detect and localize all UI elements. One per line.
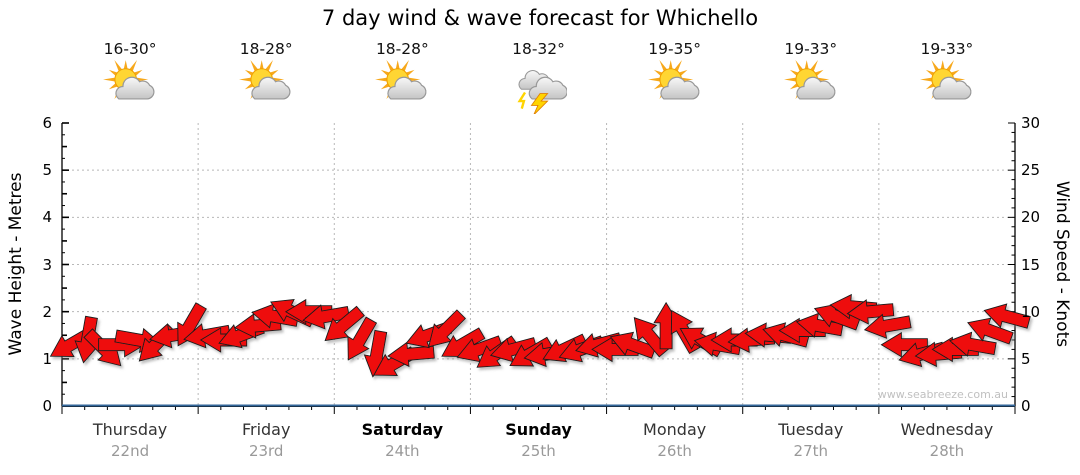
weather-icon-box [102,58,158,114]
wind-arrow [302,304,351,330]
weather-icon-box [783,58,839,114]
left-tick-label: 5 [42,161,52,180]
left-tick-label: 6 [42,114,52,132]
day-name-label: Sunday [505,420,572,439]
partly-cloudy-icon [783,59,836,100]
day-name-label: Saturday [361,420,444,439]
day-date-label: 23rd [248,442,284,460]
partly-cloudy-icon [239,59,291,100]
left-tick-label: 1 [42,349,52,368]
wind-arrow [489,337,538,363]
wind-arrow [428,309,467,348]
wind-arrow [347,316,378,361]
wind-arrow [846,299,895,325]
temp-range-label: 19-35° [648,40,702,58]
day-date-label: 24th [385,442,420,460]
day-name-label: Wednesday [900,420,994,439]
day-name-label: Thursday [92,420,168,439]
day-date-label: 25th [521,442,556,460]
wind-arrow-series [49,293,1031,378]
day-date-label: 22nd [111,442,150,460]
day-name-label: Tuesday [778,420,844,439]
wind-arrow [948,331,997,357]
partly-cloudy-icon [919,59,972,100]
right-tick-label: 0 [1021,397,1031,415]
left-tick-label: 3 [42,255,52,274]
chart-title: 7 day wind & wave forecast for Whichello [321,6,759,30]
left-tick-label: 0 [42,397,52,415]
right-tick-label: 25 [1021,161,1041,180]
right-tick-label: 5 [1021,349,1031,368]
right-tick-label: 10 [1021,302,1041,321]
right-tick-label: 30 [1021,114,1041,132]
temp-range-label: 18-28° [375,40,429,58]
day-name-label: Monday [643,420,707,439]
wind-arrow [983,303,1031,329]
temp-range-label: 18-28° [239,40,293,58]
temp-range-label: 16-30° [103,40,157,58]
weather-icon-box [238,58,294,114]
watermark-link[interactable]: www.seabreeze.com.au [877,388,1008,401]
day-date-label: 27th [793,442,829,460]
temp-range-label: 18-32° [512,40,565,58]
right-tick-label: 15 [1021,255,1041,274]
temp-range-label: 19-33° [920,40,974,58]
left-tick-label: 2 [42,302,52,321]
weather-icon-box [647,58,703,114]
right-tick-label: 20 [1021,208,1041,227]
wind-arrow [324,305,365,342]
day-name-label: Friday [241,420,291,439]
wind-arrow [456,335,504,363]
weather-icon-box [919,58,975,114]
wind-arrow [863,313,912,339]
weather-icon-box [374,58,430,114]
temp-range-label: 19-33° [784,40,838,58]
partly-cloudy-icon [375,59,427,100]
left-tick-label: 4 [42,208,52,227]
wind-arrow [967,317,1014,345]
partly-cloudy-icon [103,59,155,100]
weather-icon-box [511,58,567,114]
partly-cloudy-icon [647,59,700,100]
thunderstorm-icon [516,70,567,114]
day-date-label: 26th [657,442,692,460]
day-date-label: 28th [929,442,965,460]
day-header-row: 16-30° 18-28° 18-28° 18-32° 19-35° 19-33° 19-3… [0,0,1080,120]
